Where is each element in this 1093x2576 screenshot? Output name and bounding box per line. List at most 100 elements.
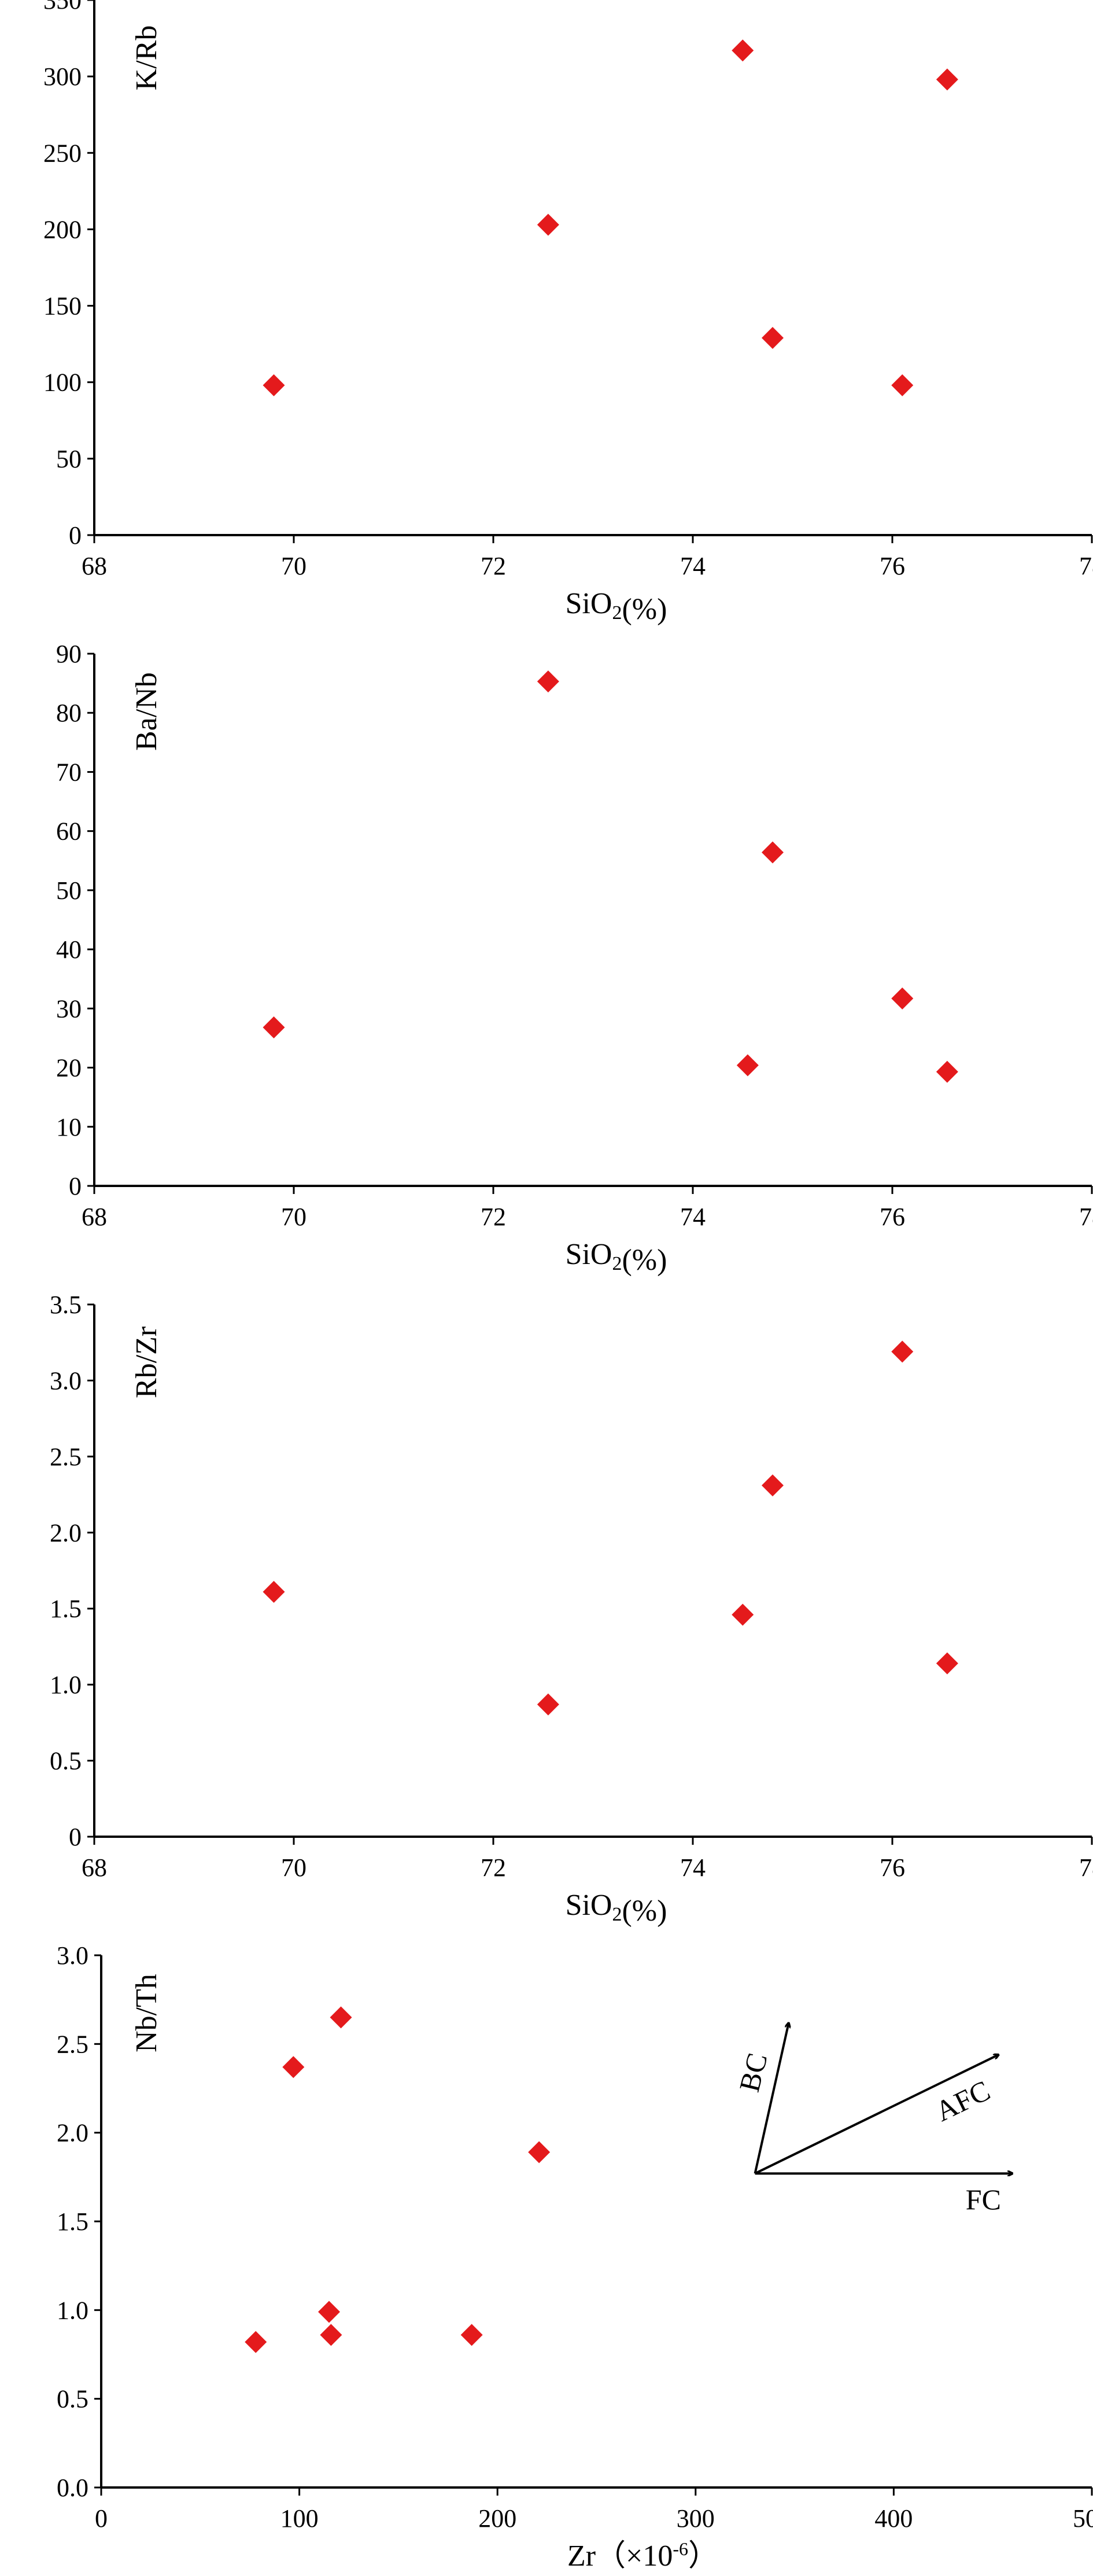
x-tick-label: 68 bbox=[82, 1853, 107, 1882]
data-point bbox=[528, 2141, 551, 2164]
data-point bbox=[263, 1016, 285, 1039]
x-tick-label: 74 bbox=[680, 1203, 706, 1231]
chart-panel-1: 0 50 100 150 200 250 300 350 68 70 72 74 76 78 SiO2(%)… bbox=[43, 0, 1093, 626]
data-point bbox=[891, 1340, 914, 1363]
y-tick-label: 30 bbox=[56, 994, 82, 1023]
data-point bbox=[537, 1693, 559, 1716]
chart-panel-4: 0.0 0.5 1.0 1.5 2.0 2.5 3.0 0 100 200 300 400 500 Zr（… bbox=[57, 1941, 1093, 2573]
y-tick-label: 1.0 bbox=[57, 2296, 88, 2324]
data-point bbox=[263, 1580, 285, 1603]
x-tick-label: 74 bbox=[680, 1853, 706, 1882]
y-tick-label: 3.0 bbox=[57, 1941, 88, 1970]
y-tick-label: 2.0 bbox=[50, 1519, 82, 1547]
x-axis-title: SiO2(%) bbox=[566, 1238, 667, 1277]
x-tick-label: 70 bbox=[281, 1203, 307, 1231]
y-tick-label: 0 bbox=[69, 1172, 82, 1200]
vector-label-afc: AFC bbox=[930, 2074, 995, 2128]
x-tick-label: 200 bbox=[478, 2504, 516, 2533]
data-point bbox=[762, 841, 784, 864]
y-tick-label: 80 bbox=[56, 699, 82, 727]
vector-arrow-bc bbox=[754, 2023, 789, 2174]
y-tick-label: 0.5 bbox=[57, 2385, 88, 2413]
x-axis-title: Zr（×10-6） bbox=[567, 2538, 718, 2573]
y-tick-label: 0 bbox=[69, 521, 82, 550]
data-point bbox=[537, 213, 559, 236]
x-tick-label: 70 bbox=[281, 552, 307, 580]
vector-label-bc: BC bbox=[733, 2050, 773, 2095]
data-point bbox=[537, 670, 559, 693]
x-tick-label: 78 bbox=[1079, 1853, 1093, 1882]
y-tick-label: 2.5 bbox=[57, 2030, 88, 2058]
y-tick-label: 350 bbox=[43, 0, 82, 14]
data-point bbox=[762, 1474, 784, 1497]
x-tick-label: 500 bbox=[1073, 2504, 1093, 2533]
x-tick-label: 300 bbox=[677, 2504, 715, 2533]
y-tick-label: 50 bbox=[56, 445, 82, 473]
y-tick-label: 70 bbox=[56, 758, 82, 786]
y-tick-label: 20 bbox=[56, 1054, 82, 1082]
y-tick-label: 300 bbox=[43, 62, 82, 91]
y-tick-label: 40 bbox=[56, 935, 82, 964]
data-point bbox=[936, 1652, 958, 1675]
y-tick-label: 1.5 bbox=[57, 2208, 88, 2236]
x-tick-label: 76 bbox=[880, 1853, 905, 1882]
x-tick-label: 76 bbox=[880, 552, 905, 580]
x-tick-label: 70 bbox=[281, 1853, 307, 1882]
y-tick-label: 2.5 bbox=[50, 1443, 82, 1471]
x-tick-label: 400 bbox=[874, 2504, 913, 2533]
y-tick-label: 100 bbox=[43, 368, 82, 397]
data-point bbox=[732, 39, 754, 62]
vector-arrow-afc bbox=[754, 2055, 999, 2175]
y-tick-label: 200 bbox=[43, 215, 82, 244]
y-tick-label: 90 bbox=[56, 640, 82, 668]
y-tick-label: 0.0 bbox=[57, 2474, 88, 2502]
y-tick-label: 150 bbox=[43, 292, 82, 320]
data-point bbox=[936, 1060, 958, 1083]
x-axis-title: SiO2(%) bbox=[566, 1889, 667, 1928]
x-tick-label: 100 bbox=[280, 2504, 319, 2533]
chart-panel-2: 0 10 20 30 40 50 60 70 80 90 68 70 72 74 76 78 SiO2(%) Ba… bbox=[56, 640, 1093, 1277]
x-tick-label: 72 bbox=[481, 552, 506, 580]
y-axis-title: K/Rb bbox=[130, 25, 163, 91]
y-tick-label: 50 bbox=[56, 876, 82, 905]
x-tick-label: 72 bbox=[481, 1203, 506, 1231]
x-tick-label: 0 bbox=[95, 2504, 108, 2533]
data-point bbox=[891, 987, 914, 1009]
data-point bbox=[936, 68, 958, 91]
y-tick-label: 0 bbox=[69, 1823, 82, 1851]
x-tick-label: 68 bbox=[82, 1203, 107, 1231]
data-point bbox=[282, 2056, 305, 2079]
y-tick-label: 0.5 bbox=[50, 1747, 82, 1775]
data-point bbox=[762, 327, 784, 349]
vector-label-fc: FC bbox=[966, 2183, 1001, 2216]
y-tick-label: 1.5 bbox=[50, 1595, 82, 1623]
y-axis-title: Nb/Th bbox=[130, 1974, 163, 2052]
y-tick-label: 60 bbox=[56, 817, 82, 846]
x-tick-label: 78 bbox=[1079, 552, 1093, 580]
x-tick-label: 76 bbox=[880, 1203, 905, 1231]
data-point bbox=[736, 1054, 759, 1077]
data-point bbox=[891, 374, 914, 396]
y-axis-title: Rb/Zr bbox=[130, 1326, 163, 1398]
y-tick-label: 3.0 bbox=[50, 1366, 82, 1395]
x-tick-label: 72 bbox=[481, 1853, 506, 1882]
data-point bbox=[245, 2331, 267, 2353]
y-tick-label: 250 bbox=[43, 139, 82, 167]
chart-panel-3: 0 0.5 1.0 1.5 2.0 2.5 3.0 3.5 68 70 72 74 76 78 SiO2(%… bbox=[50, 1291, 1093, 1928]
y-tick-label: 10 bbox=[56, 1113, 82, 1141]
data-point bbox=[732, 1604, 754, 1626]
y-tick-label: 2.0 bbox=[57, 2119, 88, 2147]
y-tick-label: 3.5 bbox=[50, 1291, 82, 1319]
data-point bbox=[460, 2324, 483, 2346]
data-point bbox=[317, 2301, 340, 2323]
x-axis-title: SiO2(%) bbox=[566, 587, 667, 626]
x-tick-label: 68 bbox=[82, 552, 107, 580]
x-tick-label: 74 bbox=[680, 552, 706, 580]
y-tick-label: 1.0 bbox=[50, 1671, 82, 1699]
data-point bbox=[320, 2324, 342, 2346]
data-point bbox=[263, 374, 285, 396]
x-tick-label: 78 bbox=[1079, 1203, 1093, 1231]
data-point bbox=[330, 2006, 352, 2029]
y-axis-title: Ba/Nb bbox=[130, 672, 163, 751]
